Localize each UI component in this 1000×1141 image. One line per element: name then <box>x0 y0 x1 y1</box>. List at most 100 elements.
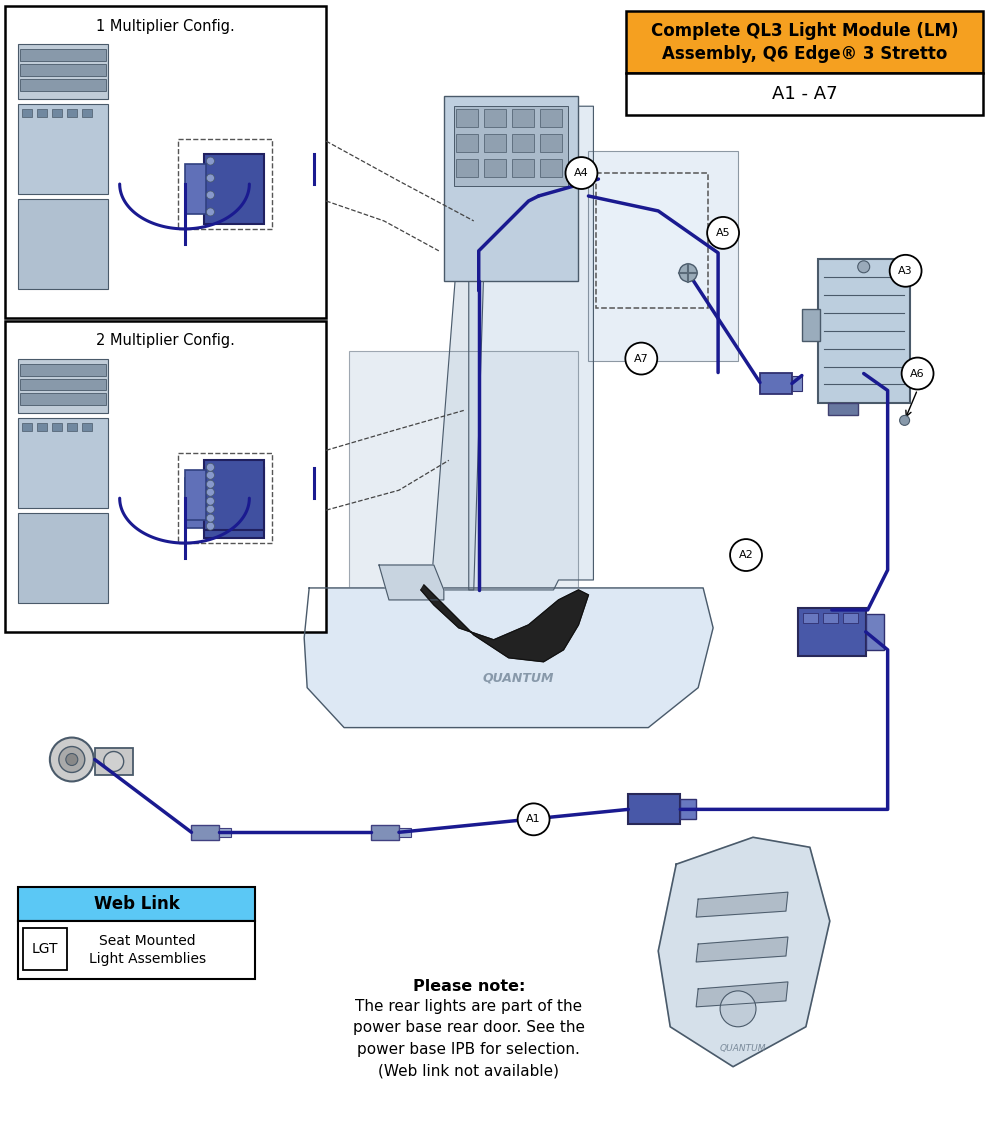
Bar <box>20 379 106 390</box>
Bar <box>18 921 255 979</box>
Circle shape <box>59 746 85 772</box>
Circle shape <box>679 264 697 282</box>
Bar <box>52 110 62 118</box>
Bar <box>399 828 411 837</box>
Circle shape <box>858 261 870 273</box>
Circle shape <box>900 415 910 426</box>
Bar <box>18 44 108 99</box>
Text: A1: A1 <box>526 815 541 824</box>
Bar <box>828 404 858 415</box>
Text: 1 Multiplier Config.: 1 Multiplier Config. <box>96 19 235 34</box>
Bar <box>802 309 820 341</box>
Text: A7: A7 <box>634 354 649 364</box>
Bar <box>626 11 983 73</box>
Circle shape <box>566 157 597 189</box>
Bar <box>512 110 534 127</box>
Circle shape <box>206 208 214 216</box>
Circle shape <box>104 752 124 771</box>
Polygon shape <box>421 585 588 662</box>
Bar <box>18 513 108 602</box>
Circle shape <box>720 990 756 1027</box>
Text: A4: A4 <box>574 168 589 178</box>
Bar <box>484 110 506 127</box>
Text: A6: A6 <box>910 369 925 379</box>
Circle shape <box>707 217 739 249</box>
Circle shape <box>890 254 922 286</box>
Bar <box>818 259 910 404</box>
Bar <box>588 151 738 361</box>
Text: LGT: LGT <box>32 942 58 956</box>
Polygon shape <box>469 106 593 590</box>
Bar <box>23 928 67 970</box>
Circle shape <box>902 357 934 389</box>
Bar <box>82 110 92 118</box>
Bar <box>843 613 858 623</box>
Bar <box>20 64 106 76</box>
Polygon shape <box>429 106 489 590</box>
Circle shape <box>730 539 762 570</box>
Bar <box>185 164 206 215</box>
Bar <box>454 106 568 186</box>
Text: 2 Multiplier Config.: 2 Multiplier Config. <box>96 333 235 348</box>
Bar <box>67 423 77 431</box>
Bar <box>82 423 92 431</box>
Bar <box>52 423 62 431</box>
Text: A1 - A7: A1 - A7 <box>772 86 838 104</box>
Circle shape <box>206 463 214 471</box>
Bar <box>792 375 802 391</box>
Polygon shape <box>696 937 788 962</box>
Bar <box>18 358 108 413</box>
Bar <box>349 350 578 590</box>
Bar <box>37 423 47 431</box>
Text: Please note:: Please note: <box>413 979 525 994</box>
Bar <box>456 135 478 152</box>
Text: QUANTUM: QUANTUM <box>720 1044 766 1053</box>
Bar <box>628 794 680 824</box>
Bar <box>191 825 219 840</box>
Text: A5: A5 <box>716 228 730 237</box>
Polygon shape <box>696 892 788 917</box>
Text: A2: A2 <box>739 550 753 560</box>
Circle shape <box>206 505 214 513</box>
Bar <box>484 159 506 177</box>
Bar <box>67 110 77 118</box>
Circle shape <box>50 737 94 782</box>
Circle shape <box>206 157 214 165</box>
Bar <box>371 825 399 840</box>
Bar <box>540 159 562 177</box>
Text: A3: A3 <box>898 266 913 276</box>
Bar <box>823 613 838 623</box>
Bar <box>5 321 326 632</box>
Bar <box>37 110 47 118</box>
Bar <box>52 752 67 768</box>
Bar <box>22 423 32 431</box>
Circle shape <box>518 803 550 835</box>
Bar <box>20 80 106 91</box>
Bar <box>866 614 884 649</box>
Bar <box>680 800 696 819</box>
Circle shape <box>206 497 214 505</box>
Bar <box>20 394 106 405</box>
Text: Complete QL3 Light Module (LM)
Assembly, Q6 Edge® 3 Stretto: Complete QL3 Light Module (LM) Assembly,… <box>651 22 959 63</box>
Polygon shape <box>696 982 788 1006</box>
Circle shape <box>206 480 214 488</box>
Circle shape <box>206 191 214 199</box>
Circle shape <box>206 488 214 496</box>
Bar <box>185 478 206 528</box>
Bar <box>798 608 866 656</box>
Bar <box>18 104 108 194</box>
Bar <box>219 828 231 837</box>
Text: Web Link: Web Link <box>94 896 180 913</box>
Bar <box>22 110 32 118</box>
Circle shape <box>206 515 214 523</box>
Circle shape <box>206 175 214 183</box>
Bar <box>444 96 578 281</box>
Bar <box>185 470 206 520</box>
Bar <box>178 453 272 543</box>
Polygon shape <box>304 588 713 728</box>
Text: Seat Mounted
Light Assemblies: Seat Mounted Light Assemblies <box>89 933 206 966</box>
Bar <box>456 159 478 177</box>
Bar <box>540 110 562 127</box>
Circle shape <box>206 471 214 479</box>
Bar <box>760 372 792 395</box>
